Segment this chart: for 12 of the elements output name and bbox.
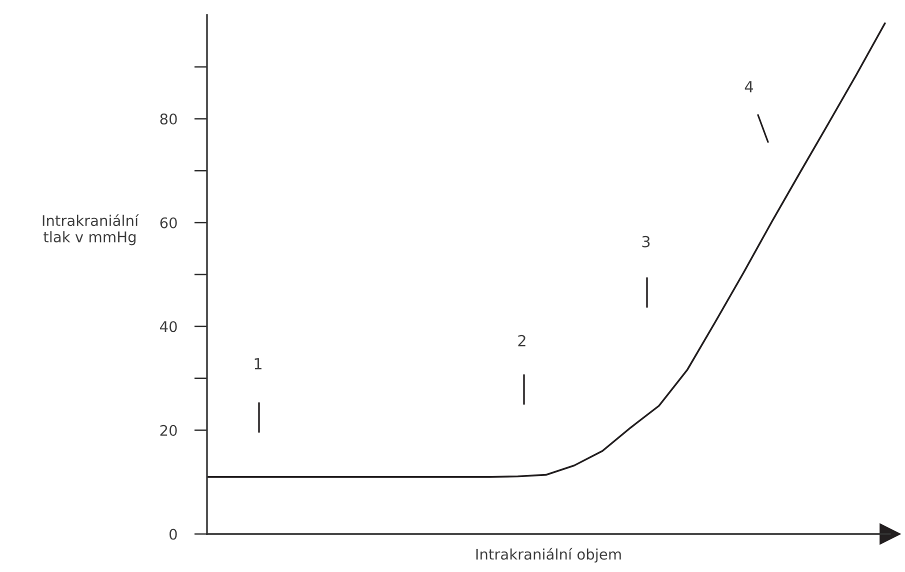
y-tick-label: 80 — [160, 114, 177, 125]
annotation: 1 — [254, 358, 262, 370]
line-series — [207, 22, 886, 478]
y-tick-label: 0 — [170, 528, 177, 540]
y-tick-label: 40 — [160, 321, 177, 332]
y-axis-title: Intrakraniální tlak v mmHg — [42, 214, 139, 246]
y-tick-label: 60 — [160, 217, 177, 228]
y-tick-label: 20 — [160, 424, 177, 436]
x-axis-title: Intrakraniální objem — [476, 548, 621, 563]
annotation: 2 — [518, 334, 526, 346]
annotation: 3 — [642, 236, 650, 248]
annotation: 4 — [744, 81, 754, 92]
